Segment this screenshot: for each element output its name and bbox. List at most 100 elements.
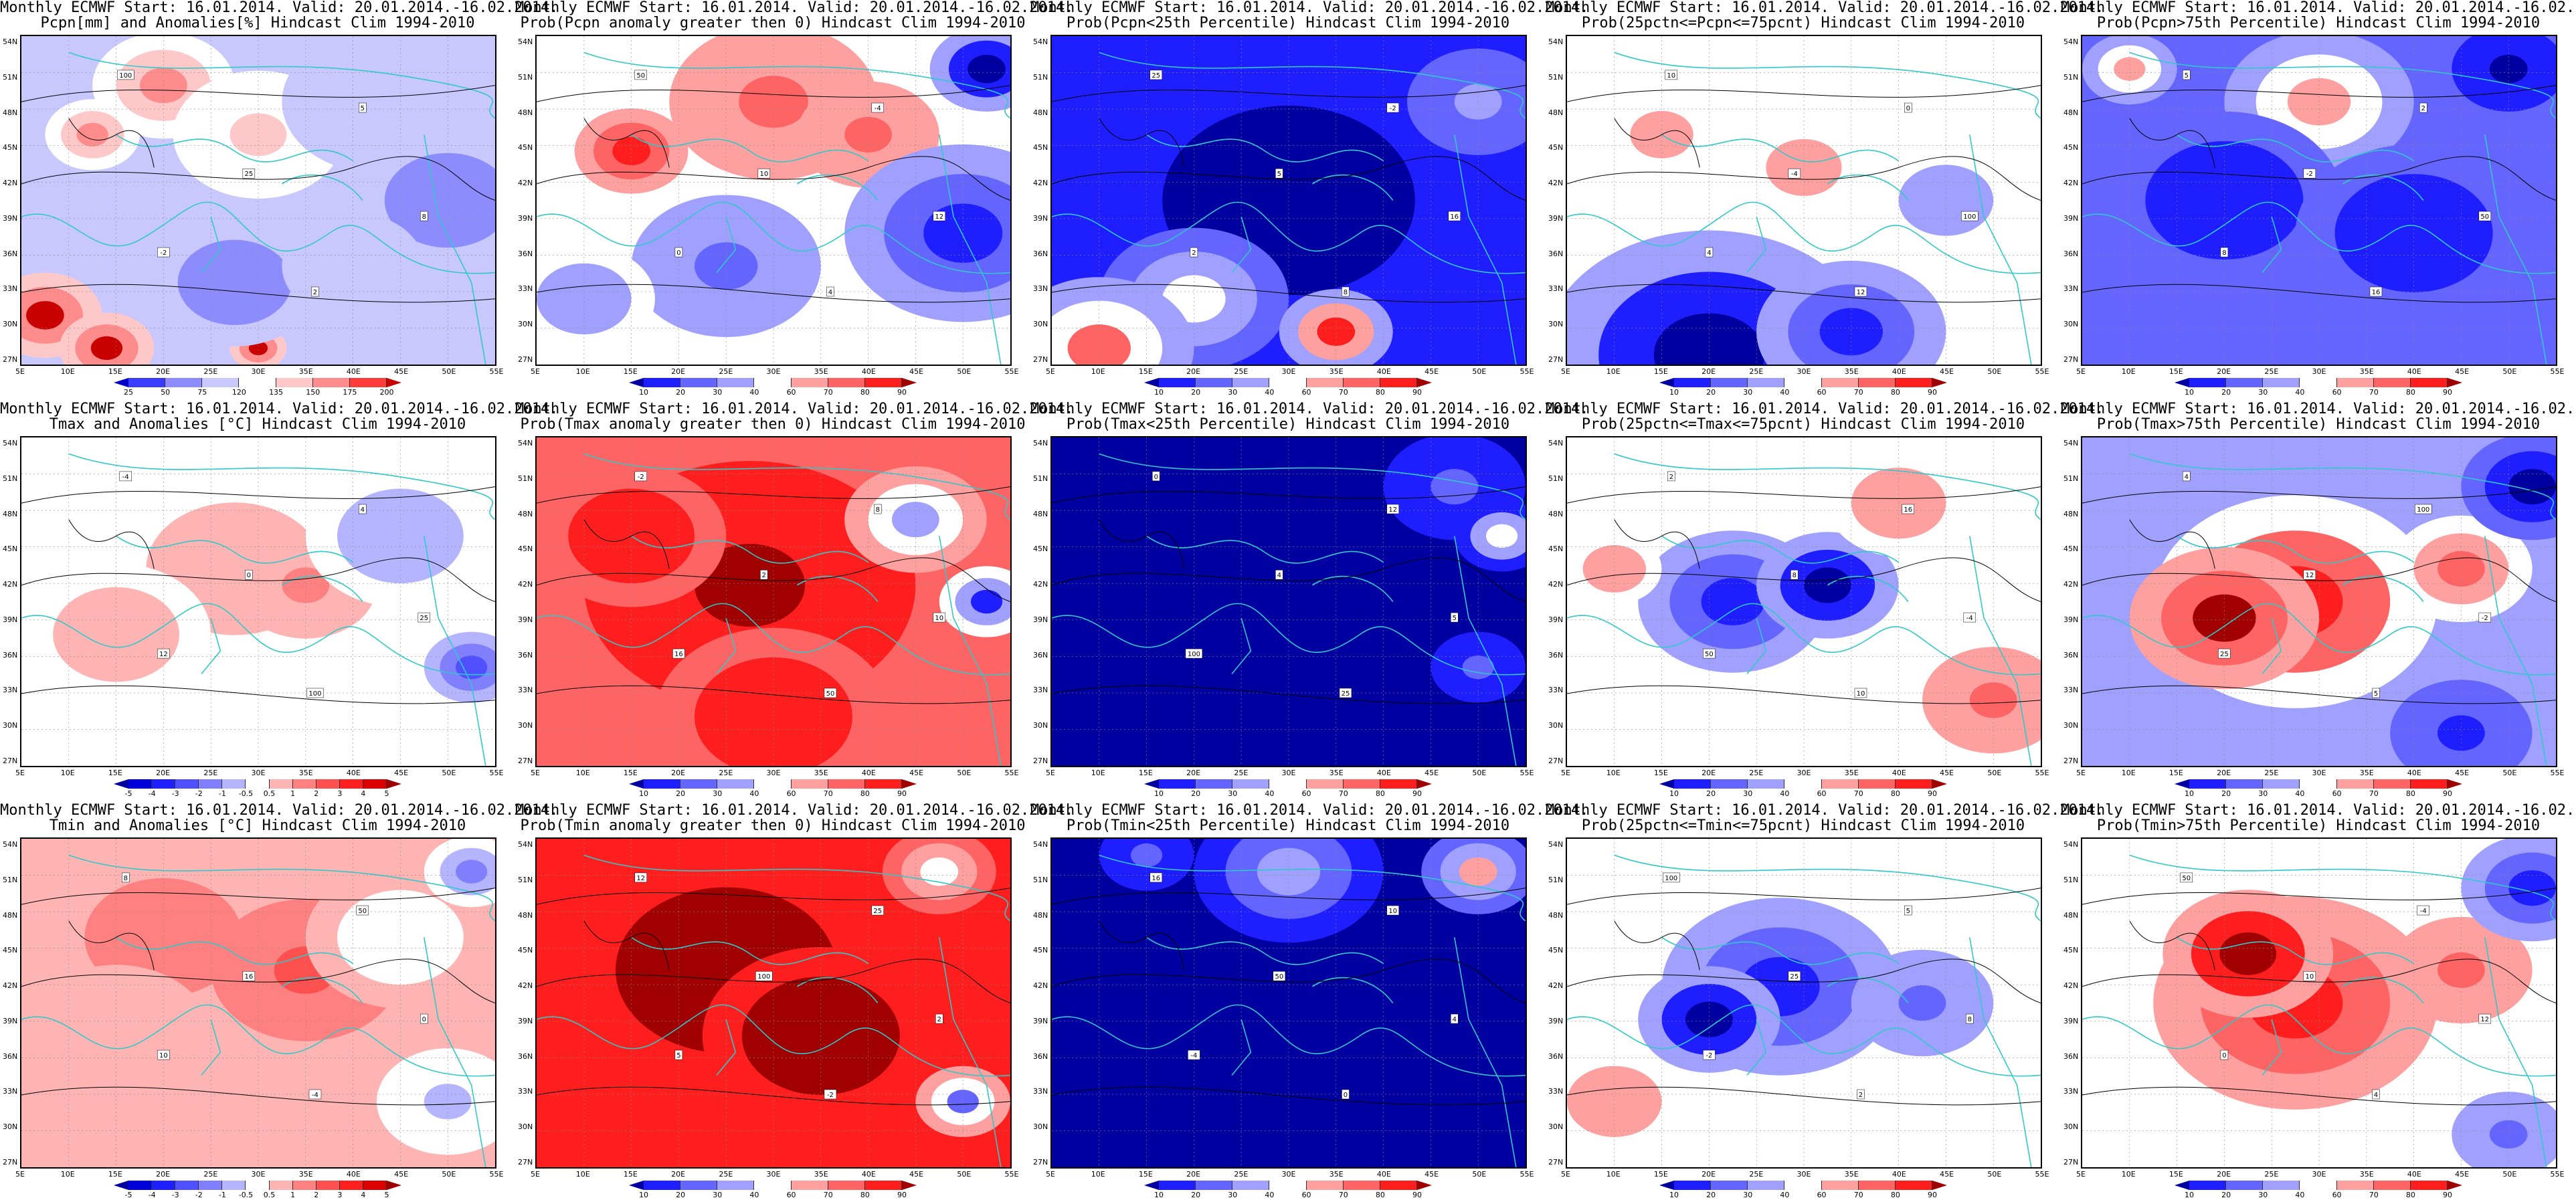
map-field: 50 10 -4 0 4 12 <box>537 36 1010 365</box>
colorbar-tick-label: 90 <box>1928 388 1937 397</box>
svg-text:-4: -4 <box>1966 615 1973 622</box>
colorbar-tick-label: 75 <box>197 388 207 397</box>
svg-text:5: 5 <box>1906 908 1910 915</box>
longitude-label: 25E <box>203 1170 218 1179</box>
colorbar-tick-label: 60 <box>1301 789 1311 798</box>
contour-label: 16 <box>1902 504 1915 514</box>
coastline <box>716 617 737 675</box>
colorbar-swatch <box>791 779 828 789</box>
coastline <box>116 936 354 965</box>
colorbar-tick-label: 135 <box>269 388 284 397</box>
colorbar-legend: -5 -4 -3 -2 -1 -0.5 0.5 1 2 3 4 5 <box>114 1181 401 1199</box>
latitude-label: 54N <box>3 37 18 46</box>
colorbar-high-arrow <box>2448 1181 2462 1190</box>
latitude-label: 36N <box>3 249 18 258</box>
contour-label: 12 <box>2303 569 2316 580</box>
coastline <box>1454 536 1517 766</box>
contour-label: 50 <box>824 688 837 698</box>
colorbar-tick-label: 20 <box>1706 388 1716 397</box>
svg-text:100: 100 <box>119 72 132 80</box>
contour-line <box>1614 920 1700 971</box>
colorbar-swatch <box>276 378 313 387</box>
colorbar-tick-label: 70 <box>1853 789 1863 798</box>
contour-label: 12 <box>2478 1013 2492 1024</box>
colorbar-low-arrow <box>114 779 128 789</box>
contour-label: 8 <box>2220 247 2229 258</box>
panel-title-line-2: Prob(Tmax>75th Percentile) Hindcast Clim… <box>2096 416 2541 433</box>
colorbar-swatch <box>1748 779 1785 789</box>
panel-title-line-2: Prob(Tmax anomaly greater then 0) Hindca… <box>520 416 1026 433</box>
colorbar <box>644 378 902 387</box>
colorbar-tick-label: 40 <box>1265 388 1275 397</box>
colorbar-swatch <box>2226 1181 2264 1190</box>
latitude-label: 33N <box>518 686 533 695</box>
coastline <box>201 216 221 274</box>
svg-text:16: 16 <box>2372 289 2381 296</box>
colorbar-legend: 10 20 30 40 60 70 80 90 <box>629 1181 917 1199</box>
longitude-label: 45E <box>394 1170 409 1179</box>
contour-label: -2 <box>1703 1049 1716 1060</box>
latitude-label: 42N <box>1033 580 1048 589</box>
latitude-label: 27N <box>1033 355 1048 364</box>
contour-label: 100 <box>755 971 773 981</box>
latitude-label: 51N <box>1033 474 1048 483</box>
colorbar-tick-label: 30 <box>713 388 723 397</box>
contour-label: 2 <box>311 286 319 297</box>
panel-title-line-1: Monthly ECMWF Start: 16.01.2014. Valid: … <box>1546 0 2104 16</box>
coastline <box>1661 936 1900 965</box>
latitude-label: 42N <box>1033 981 1048 991</box>
latitude-label: 27N <box>1548 1158 1564 1167</box>
colorbar-tick-label: 4 <box>361 1191 366 1199</box>
colorbar-low-arrow <box>1144 378 1159 387</box>
colorbar <box>128 779 387 789</box>
colorbar-swatch <box>717 779 755 789</box>
longitude-label: 40E <box>346 769 361 777</box>
contour-label: 12 <box>157 648 170 659</box>
contour-label: 16 <box>242 971 256 981</box>
colorbar-high-arrow <box>1417 1181 1432 1190</box>
colorbar-tick-label: 60 <box>2332 388 2342 397</box>
longitude-label: 10E <box>2121 367 2136 376</box>
longitude-label: 15E <box>1138 769 1153 777</box>
colorbar-swatch <box>339 779 363 789</box>
colorbar-swatch <box>128 1181 153 1190</box>
longitude-label: 15E <box>1653 367 1668 376</box>
coastline <box>2342 977 2424 1003</box>
coastline <box>1614 453 2041 520</box>
coastline <box>1827 174 1909 201</box>
colorbar-high-arrow <box>1932 378 1947 387</box>
colorbar-tick-label: 20 <box>676 789 686 798</box>
colorbar-tick-label: 0.5 <box>263 1191 276 1199</box>
contour-label: 4 <box>359 504 367 514</box>
colorbar-swatch <box>1232 1181 1270 1190</box>
coastline <box>1969 134 2032 365</box>
contour-line <box>1614 118 1700 168</box>
svg-text:2: 2 <box>313 289 317 296</box>
colorbar-tick-label: 90 <box>1412 388 1422 397</box>
panel-title-line-1: Monthly ECMWF Start: 16.01.2014. Valid: … <box>1030 0 1589 16</box>
colorbar-tick-label: 60 <box>786 388 796 397</box>
colorbar-swatch <box>1858 378 1896 387</box>
panel-title-line-2: Prob(Pcpn<25th Percentile) Hindcast Clim… <box>1066 15 1510 31</box>
contour-line <box>2082 1086 2556 1106</box>
latitude-label: 45N <box>1033 143 1048 153</box>
contour-label: 5 <box>674 1049 683 1060</box>
colorbar <box>644 779 902 789</box>
map-field: 8 16 50 10 -4 0 <box>21 839 495 1167</box>
colorbar-legend: 10 20 30 40 60 70 80 90 <box>2175 779 2462 798</box>
longitude-label: 45E <box>1424 367 1439 376</box>
coastline <box>1827 575 1909 602</box>
colorbar-swatch <box>1895 1181 1932 1190</box>
contour-label: 16 <box>672 648 685 659</box>
longitude-label: 55E <box>1004 1170 1019 1179</box>
svg-text:4: 4 <box>1277 572 1281 579</box>
contour-label: 50 <box>634 70 648 80</box>
colorbar-tick-label: 40 <box>1780 388 1790 397</box>
contour-label: 10 <box>1386 905 1400 916</box>
latitude-label: 45N <box>518 946 533 955</box>
latitude-label: 45N <box>1033 946 1048 955</box>
latitude-label: 39N <box>518 213 533 223</box>
colorbar-tick-label: 60 <box>1817 789 1827 798</box>
coastline <box>537 201 1010 274</box>
latitude-label: 39N <box>1548 615 1564 624</box>
